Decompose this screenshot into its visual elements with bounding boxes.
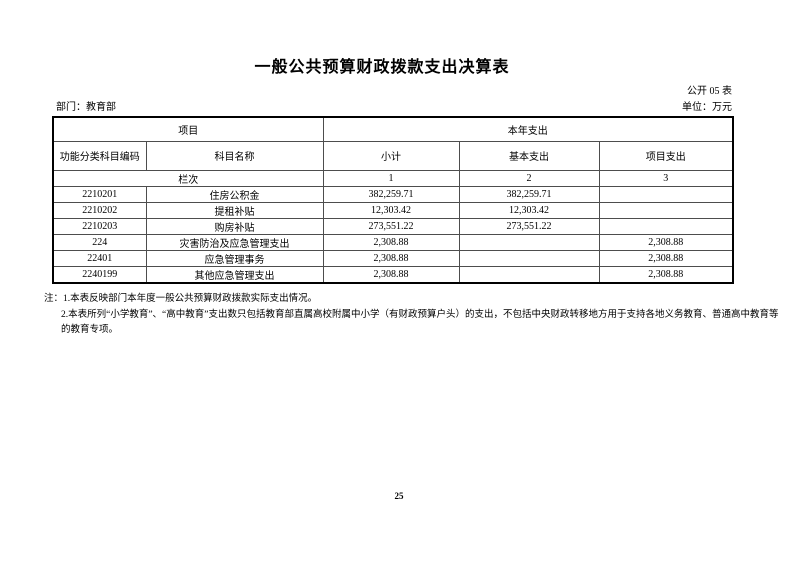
table-row: 224 灾害防治及应急管理支出 2,308.88 2,308.88: [52, 233, 734, 251]
row-basic: 12,303.42: [458, 201, 600, 219]
row-basic: 382,259.71: [458, 185, 600, 203]
note-line-2: 2.本表所列“小学教育”、“高中教育”支出数只包括教育部直属高校附属中小学（有财…: [61, 309, 779, 320]
row-subtotal: 2,308.88: [322, 233, 460, 251]
col-header-code: 功能分类科目编码: [52, 140, 147, 171]
row-subtotal: 12,303.42: [322, 201, 460, 219]
header-columns-row: 功能分类科目编码 科目名称 小计 基本支出 项目支出: [52, 140, 734, 171]
unit-label: 单位：万元: [682, 102, 732, 113]
note-line-3: 的教育专项。: [61, 325, 119, 335]
row-name: 住房公积金: [145, 185, 324, 203]
row-name: 其他应急管理支出: [145, 265, 324, 283]
row-code: 22401: [52, 249, 147, 267]
header-group-row: 项目 本年支出: [52, 116, 734, 142]
table-row: 2240199 其他应急管理支出 2,308.88 2,308.88: [52, 265, 734, 283]
table-row: 2210201 住房公积金 382,259.71 382,259.71: [52, 185, 734, 203]
lanci-col-3: 3: [598, 169, 734, 187]
row-project: [598, 201, 734, 219]
row-subtotal: 2,308.88: [322, 249, 460, 267]
table-row: 22401 应急管理事务 2,308.88 2,308.88: [52, 249, 734, 267]
row-project: [598, 185, 734, 203]
row-subtotal: 2,308.88: [322, 265, 460, 283]
page-title: 一般公共预算财政拨款支出决算表: [254, 59, 510, 76]
lanci-label: 栏次: [52, 169, 324, 187]
budget-table: 项目 本年支出 功能分类科目编码 科目名称 小计 基本支出 项目支出 栏次 1 …: [52, 116, 735, 284]
row-code: 2210201: [52, 185, 147, 203]
col-header-basic: 基本支出: [458, 140, 600, 171]
row-code: 2240199: [52, 265, 147, 283]
table-code-label: 公开 05 表: [687, 86, 732, 97]
table-row: 2210202 提租补贴 12,303.42 12,303.42: [52, 201, 734, 219]
lanci-col-1: 1: [322, 169, 460, 187]
row-basic: [458, 249, 600, 267]
row-name: 提租补贴: [145, 201, 324, 219]
note-line-1: 注：1.本表反映部门本年度一般公共预算财政拨款实际支出情况。: [44, 294, 318, 304]
row-name: 灾害防治及应急管理支出: [145, 233, 324, 251]
header-group-current-year: 本年支出: [322, 116, 734, 142]
row-code: 224: [52, 233, 147, 251]
table-row: 2210203 购房补贴 273,551.22 273,551.22: [52, 217, 734, 235]
row-code: 2210203: [52, 217, 147, 235]
row-subtotal: 273,551.22: [322, 217, 460, 235]
col-header-subtotal: 小计: [322, 140, 460, 171]
col-header-project: 项目支出: [598, 140, 734, 171]
row-project: 2,308.88: [598, 265, 734, 283]
row-name: 购房补贴: [145, 217, 324, 235]
lanci-col-2: 2: [458, 169, 600, 187]
row-project: 2,308.88: [598, 233, 734, 251]
row-name: 应急管理事务: [145, 249, 324, 267]
row-basic: 273,551.22: [458, 217, 600, 235]
table-notes: 注：1.本表反映部门本年度一般公共预算财政拨款实际支出情况。 2.本表所列“小学…: [44, 292, 779, 339]
row-basic: [458, 233, 600, 251]
header-group-project: 项目: [52, 116, 324, 142]
department-label: 部门：教育部: [56, 102, 116, 113]
column-index-row: 栏次 1 2 3: [52, 169, 734, 187]
row-subtotal: 382,259.71: [322, 185, 460, 203]
row-project: 2,308.88: [598, 249, 734, 267]
row-code: 2210202: [52, 201, 147, 219]
col-header-name: 科目名称: [145, 140, 324, 171]
row-project: [598, 217, 734, 235]
page-number: 25: [394, 491, 404, 501]
row-basic: [458, 265, 600, 283]
